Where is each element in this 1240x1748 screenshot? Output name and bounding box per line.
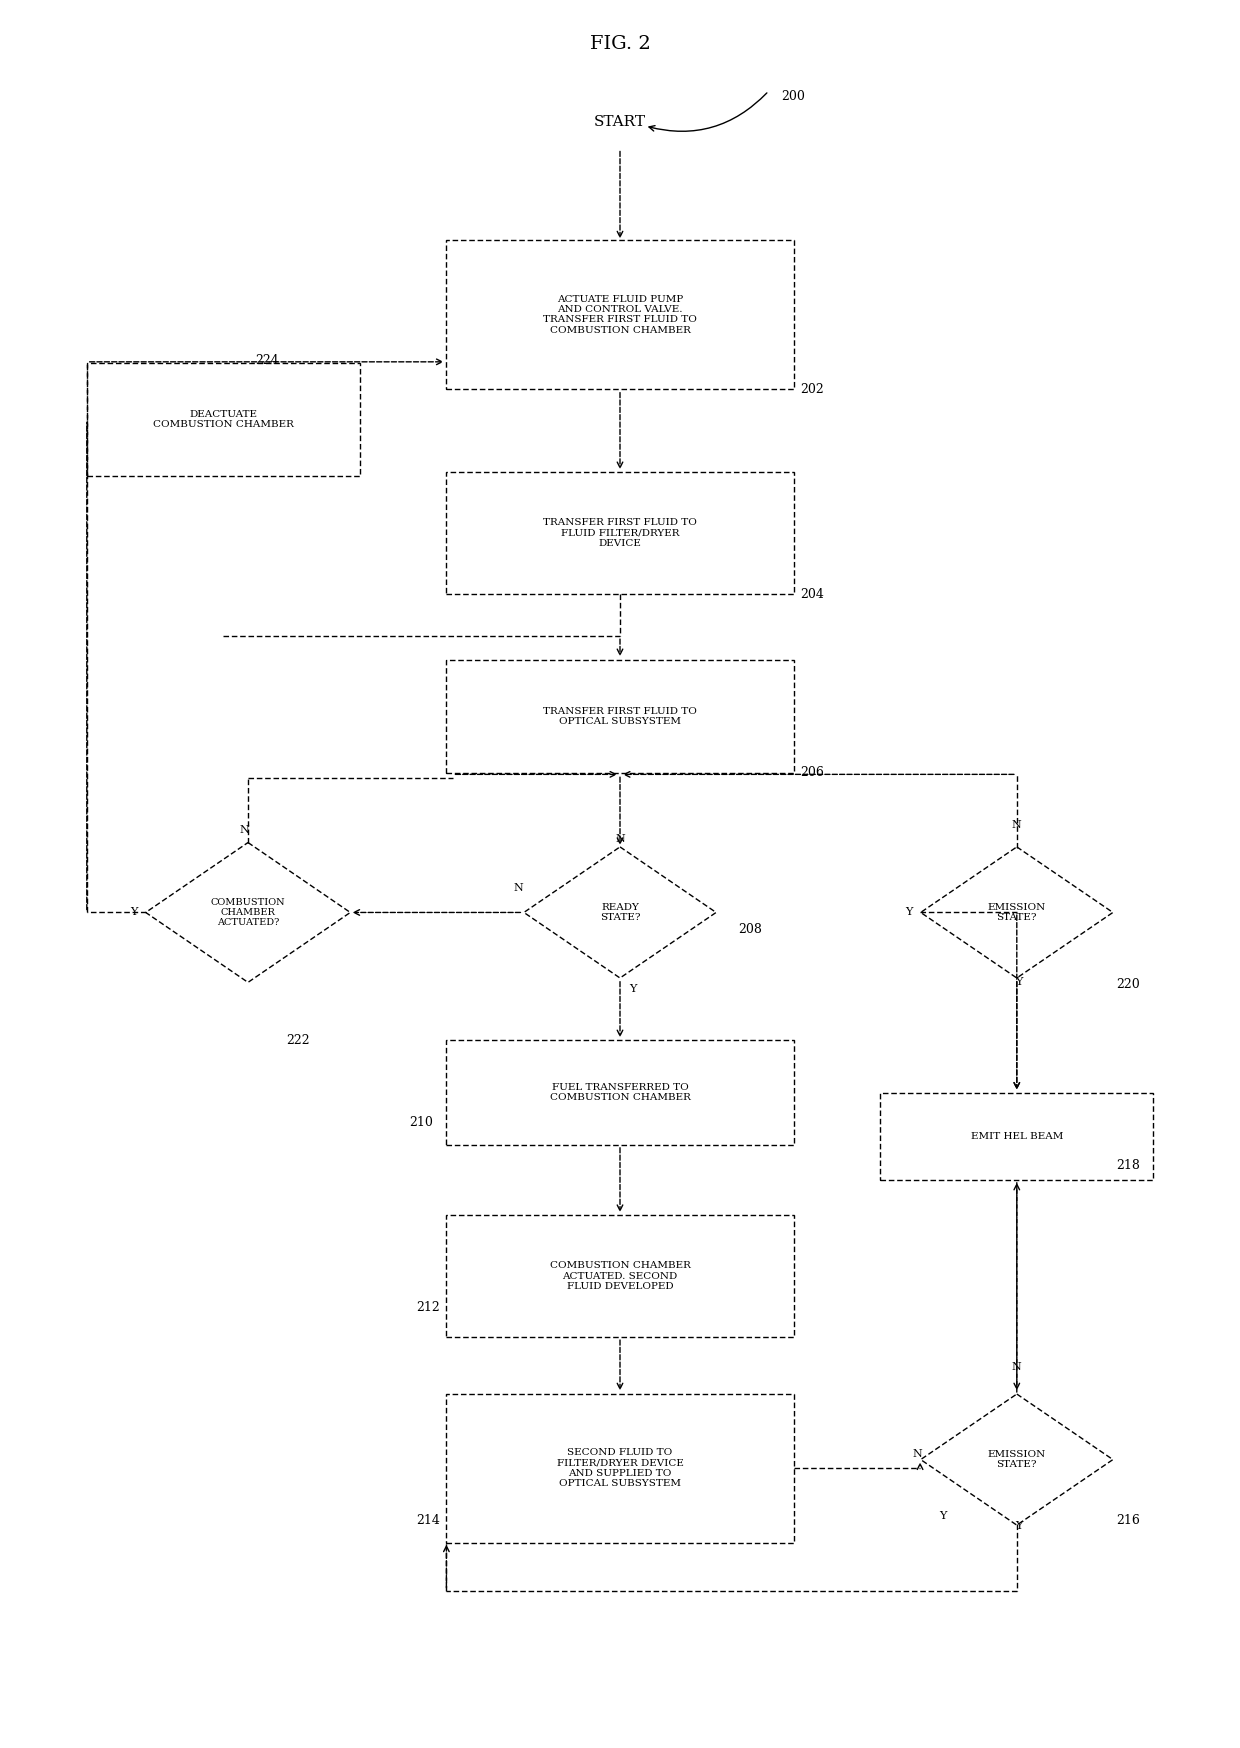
Text: READY
STATE?: READY STATE? bbox=[600, 902, 640, 923]
Text: Y: Y bbox=[905, 907, 913, 918]
Polygon shape bbox=[920, 848, 1112, 979]
Text: N: N bbox=[913, 1449, 923, 1460]
Text: Y: Y bbox=[1016, 977, 1023, 988]
Text: 210: 210 bbox=[409, 1115, 434, 1129]
FancyBboxPatch shape bbox=[446, 241, 794, 390]
Text: 218: 218 bbox=[1116, 1159, 1141, 1173]
Polygon shape bbox=[523, 848, 717, 979]
Polygon shape bbox=[920, 1395, 1112, 1524]
Text: COMBUSTION
CHAMBER
ACTUATED?: COMBUSTION CHAMBER ACTUATED? bbox=[211, 897, 285, 928]
Text: 220: 220 bbox=[1116, 977, 1141, 991]
Text: TRANSFER FIRST FLUID TO
OPTICAL SUBSYSTEM: TRANSFER FIRST FLUID TO OPTICAL SUBSYSTE… bbox=[543, 706, 697, 727]
Text: 204: 204 bbox=[800, 587, 825, 601]
Text: EMISSION
STATE?: EMISSION STATE? bbox=[988, 1449, 1045, 1470]
Text: 200: 200 bbox=[781, 89, 806, 103]
Text: 206: 206 bbox=[800, 766, 825, 780]
Text: 208: 208 bbox=[738, 923, 763, 937]
Text: Y: Y bbox=[629, 984, 636, 995]
Text: 212: 212 bbox=[415, 1301, 440, 1314]
Text: 224: 224 bbox=[254, 353, 279, 367]
Text: N: N bbox=[615, 834, 625, 844]
Text: 214: 214 bbox=[415, 1514, 440, 1528]
FancyBboxPatch shape bbox=[446, 659, 794, 773]
Text: EMISSION
STATE?: EMISSION STATE? bbox=[988, 902, 1045, 923]
Text: N: N bbox=[513, 883, 523, 893]
Text: Y: Y bbox=[130, 907, 138, 918]
Text: N: N bbox=[1012, 820, 1022, 830]
Text: N: N bbox=[1012, 1362, 1022, 1372]
Text: 202: 202 bbox=[800, 383, 825, 397]
FancyBboxPatch shape bbox=[446, 1395, 794, 1543]
Text: TRANSFER FIRST FLUID TO
FLUID FILTER/DRYER
DEVICE: TRANSFER FIRST FLUID TO FLUID FILTER/DRY… bbox=[543, 517, 697, 549]
Text: Y: Y bbox=[939, 1510, 946, 1521]
FancyBboxPatch shape bbox=[446, 1040, 794, 1145]
Text: FIG. 2: FIG. 2 bbox=[590, 35, 650, 52]
Text: 222: 222 bbox=[285, 1033, 310, 1047]
Text: COMBUSTION CHAMBER
ACTUATED. SECOND
FLUID DEVELOPED: COMBUSTION CHAMBER ACTUATED. SECOND FLUI… bbox=[549, 1260, 691, 1292]
Text: DEACTUATE
COMBUSTION CHAMBER: DEACTUATE COMBUSTION CHAMBER bbox=[153, 409, 294, 430]
Text: Y: Y bbox=[1016, 1521, 1023, 1531]
Text: N: N bbox=[239, 825, 249, 836]
Text: SECOND FLUID TO
FILTER/DRYER DEVICE
AND SUPPLIED TO
OPTICAL SUBSYSTEM: SECOND FLUID TO FILTER/DRYER DEVICE AND … bbox=[557, 1449, 683, 1488]
FancyBboxPatch shape bbox=[87, 364, 360, 475]
Text: ACTUATE FLUID PUMP
AND CONTROL VALVE.
TRANSFER FIRST FLUID TO
COMBUSTION CHAMBER: ACTUATE FLUID PUMP AND CONTROL VALVE. TR… bbox=[543, 295, 697, 334]
FancyBboxPatch shape bbox=[446, 1215, 794, 1337]
Text: START: START bbox=[594, 115, 646, 129]
FancyBboxPatch shape bbox=[880, 1092, 1153, 1180]
Text: EMIT HEL BEAM: EMIT HEL BEAM bbox=[971, 1131, 1063, 1141]
Text: FUEL TRANSFERRED TO
COMBUSTION CHAMBER: FUEL TRANSFERRED TO COMBUSTION CHAMBER bbox=[549, 1082, 691, 1103]
FancyBboxPatch shape bbox=[446, 472, 794, 594]
Polygon shape bbox=[146, 843, 351, 982]
Text: 216: 216 bbox=[1116, 1514, 1141, 1528]
